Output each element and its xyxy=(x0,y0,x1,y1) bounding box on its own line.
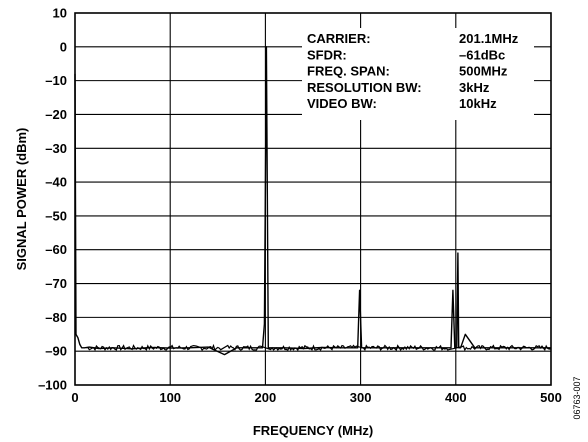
annotation-value: 201.1MHz xyxy=(459,31,519,46)
annotation-label: RESOLUTION BW: xyxy=(307,80,422,95)
y-tick-label: –60 xyxy=(45,242,67,257)
x-tick-label: 200 xyxy=(255,390,277,405)
y-axis-ticks: 10 0 –10 –20 –30 –40 –50 –60 –70 –80 –90 –100 xyxy=(38,6,67,393)
y-axis-label: SIGNAL POWER (dBm) xyxy=(14,128,29,271)
noise-floor-trace xyxy=(86,343,551,352)
y-tick-label: –30 xyxy=(45,141,67,156)
x-axis-ticks: 0 100 200 300 400 500 xyxy=(71,390,561,405)
y-tick-label: –50 xyxy=(45,208,67,223)
annotation-block: CARRIER: 201.1MHz SFDR: –61dBc FREQ. SPAN: 50… xyxy=(307,31,519,111)
figure-id: 06763-007 xyxy=(572,376,582,419)
annotation-value: 500MHz xyxy=(459,64,508,79)
x-tick-label: 0 xyxy=(71,390,78,405)
y-tick-label: 0 xyxy=(60,39,67,54)
y-tick-label: –20 xyxy=(45,107,67,122)
y-tick-label: –80 xyxy=(45,310,67,325)
annotation-label: SFDR: xyxy=(307,47,347,62)
annotation-value: 3kHz xyxy=(459,80,490,95)
y-tick-label: 10 xyxy=(53,6,67,21)
plot-frame xyxy=(74,12,552,386)
annotation-label: FREQ. SPAN: xyxy=(307,64,390,79)
y-tick-label: –70 xyxy=(45,276,67,291)
annotation-label: CARRIER: xyxy=(307,31,371,46)
annotation-label: VIDEO BW: xyxy=(307,96,377,111)
annotation-value: 10kHz xyxy=(459,96,497,111)
y-tick-label: –100 xyxy=(38,378,67,393)
x-tick-label: 500 xyxy=(540,390,562,405)
x-tick-label: 100 xyxy=(159,390,181,405)
y-tick-label: –40 xyxy=(45,175,67,190)
y-tick-label: –90 xyxy=(45,344,67,359)
annotation-value: –61dBc xyxy=(459,47,505,62)
y-tick-label: –10 xyxy=(45,73,67,88)
annotation-box xyxy=(302,28,534,120)
x-tick-label: 400 xyxy=(445,390,467,405)
x-tick-label: 300 xyxy=(350,390,372,405)
x-axis-label: FREQUENCY (MHz) xyxy=(253,423,373,438)
